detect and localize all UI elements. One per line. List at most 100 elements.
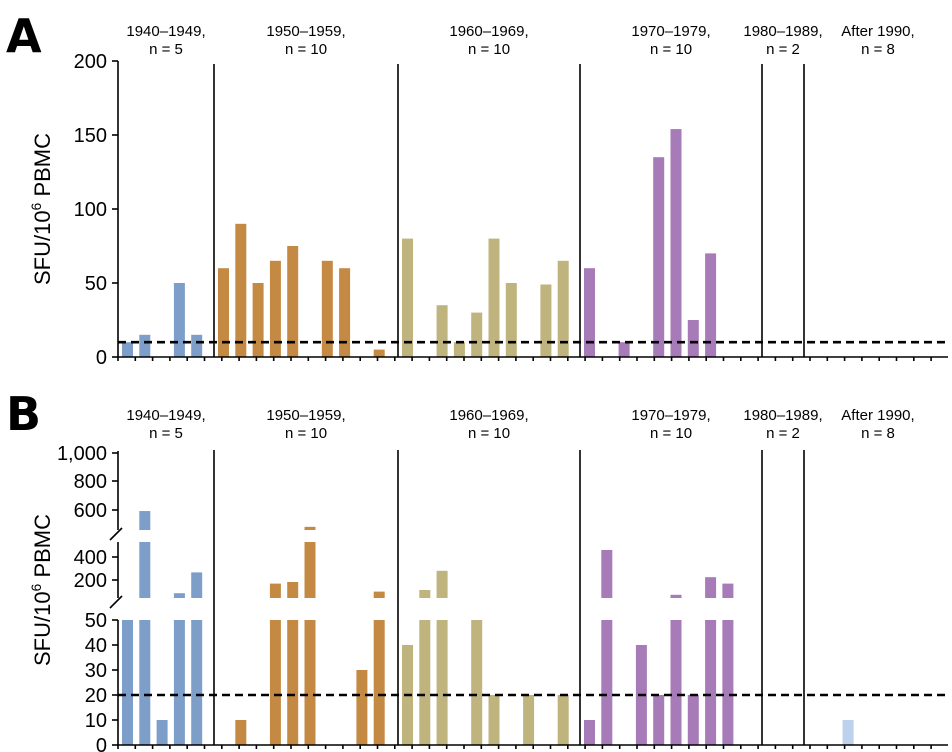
group-label-count: n = 2 — [766, 41, 800, 58]
group-label-count: n = 10 — [468, 425, 510, 442]
y-axis-label-base: SFU/10 — [30, 210, 55, 285]
y-tick-label: 150 — [74, 125, 107, 147]
bar — [842, 720, 854, 745]
y-tick-label: 200 — [74, 51, 107, 73]
y-tick-label: 0 — [96, 735, 107, 752]
bar — [304, 620, 316, 745]
group-label-count: n = 5 — [149, 425, 183, 442]
bar — [653, 695, 665, 745]
bar — [191, 334, 203, 357]
group-label-period: 1940–1949, — [126, 23, 205, 40]
y-axis-label-tail: PBMC — [30, 514, 55, 584]
bar — [122, 620, 133, 745]
bar-upper — [670, 594, 682, 598]
y-tick-label: 20 — [85, 685, 107, 707]
bar — [287, 246, 299, 357]
bar — [436, 620, 448, 745]
y-tick-label: 200 — [74, 570, 107, 592]
bar — [402, 238, 413, 357]
bar — [601, 620, 613, 745]
bar — [523, 695, 535, 745]
y-tick-label: 10 — [85, 710, 107, 732]
bar — [540, 284, 552, 357]
bar — [373, 620, 385, 745]
bar — [339, 268, 351, 357]
y-axis-label-tail: PBMC — [30, 133, 55, 203]
bar — [653, 157, 665, 357]
group-label-count: n = 10 — [468, 41, 510, 58]
bar — [287, 620, 299, 745]
bar — [235, 720, 247, 745]
bar — [505, 283, 517, 357]
bar — [191, 620, 203, 745]
bar-upper — [139, 542, 151, 598]
group-label-period: 1960–1969, — [449, 407, 528, 424]
axis-break-mark — [109, 527, 123, 541]
bar — [436, 305, 448, 357]
group-label-count: n = 10 — [650, 41, 692, 58]
y-axis-label-sup: 6 — [28, 202, 44, 210]
bar-upper — [287, 582, 299, 598]
bar — [687, 320, 699, 357]
group-label-period: After 1990, — [841, 23, 914, 40]
group-label-period: After 1990, — [841, 407, 914, 424]
bar — [453, 342, 465, 357]
bar — [173, 620, 185, 745]
bar-upper — [419, 590, 431, 598]
group-label-count: n = 2 — [766, 425, 800, 442]
y-tick-label: 50 — [85, 273, 107, 295]
bar — [557, 260, 569, 357]
y-tick-label: 800 — [74, 471, 107, 493]
bar — [471, 620, 483, 745]
y-axis-label: SFU/106 PBMC — [28, 514, 55, 666]
group-label-count: n = 10 — [650, 425, 692, 442]
group-label-period: 1970–1979, — [631, 23, 710, 40]
bar-upper — [601, 550, 613, 598]
bar — [139, 334, 151, 357]
bar-upper — [304, 542, 316, 598]
group-label-period: 1980–1989, — [743, 23, 822, 40]
bar-upper — [722, 583, 734, 598]
y-tick-label: 400 — [74, 547, 107, 569]
bar — [722, 620, 734, 745]
group-label-count: n = 8 — [861, 41, 895, 58]
y-tick-label: 100 — [74, 199, 107, 221]
bar — [235, 223, 247, 357]
group-label-count: n = 8 — [861, 425, 895, 442]
y-axis-label: SFU/106 PBMC — [28, 133, 55, 285]
bar-top — [304, 526, 316, 530]
bar — [373, 349, 385, 357]
group-label-count: n = 10 — [285, 41, 327, 58]
bar — [584, 268, 595, 357]
y-axis-label-base: SFU/10 — [30, 591, 55, 666]
bar — [705, 620, 717, 745]
group-label-period: 1960–1969, — [449, 23, 528, 40]
group-label-period: 1950–1959, — [266, 407, 345, 424]
bar — [321, 260, 333, 357]
bar — [584, 720, 595, 745]
group-label-count: n = 5 — [149, 41, 183, 58]
bar — [618, 342, 630, 357]
group-label-period: 1970–1979, — [631, 407, 710, 424]
y-axis-label-sup: 6 — [28, 583, 44, 591]
bar — [670, 620, 682, 745]
group-label-period: 1980–1989, — [743, 407, 822, 424]
bar — [488, 695, 500, 745]
bar — [269, 260, 281, 357]
bar-upper — [191, 572, 203, 598]
y-tick-label: 50 — [85, 610, 107, 632]
bar-top — [139, 511, 151, 530]
y-tick-label: 0 — [96, 347, 107, 369]
y-tick-label: 40 — [85, 635, 107, 657]
bar-upper — [373, 591, 385, 598]
panel-letter: A — [6, 9, 42, 63]
bar — [156, 720, 168, 745]
bar — [139, 620, 151, 745]
bar-upper — [173, 593, 185, 598]
bar — [122, 342, 133, 357]
bar — [670, 129, 682, 357]
bar — [356, 670, 368, 745]
